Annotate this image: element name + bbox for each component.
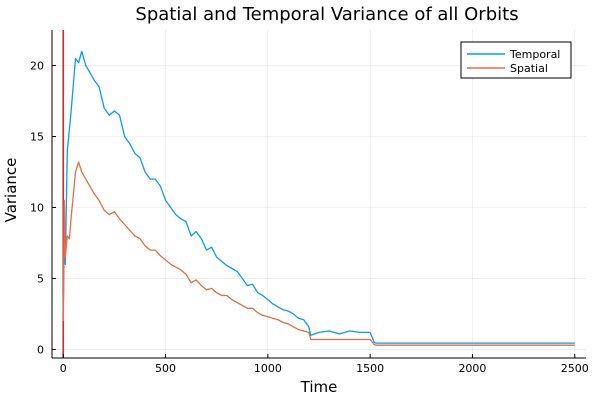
tick-labels: 0 500 1000 1500 2000 2500 0 5 10 15 20 [30,59,589,375]
x-axis-label: Time [300,378,338,396]
grid [52,30,586,358]
x-tick-label: 1000 [254,362,282,375]
x-tick-label: 500 [155,362,176,375]
x-tick-label: 2000 [458,362,486,375]
legend: Temporal Spatial [460,41,572,79]
axes [51,30,586,359]
x-tick-label: 2500 [561,362,589,375]
y-axis-label: Variance [2,158,20,223]
y-tick-label: 15 [30,130,44,143]
x-tick-label: 0 [60,362,67,375]
chart-title: Spatial and Temporal Variance of all Orb… [135,4,518,25]
legend-label-spatial: Spatial [510,62,548,75]
y-tick-label: 5 [37,272,44,285]
series-line-temporal [62,50,575,344]
y-tick-label: 0 [37,343,44,356]
legend-label-temporal: Temporal [509,48,560,61]
y-tick-label: 10 [30,201,44,214]
series-line-spatial [62,161,575,346]
series-layer [62,50,575,346]
x-tick-label: 1500 [356,362,384,375]
y-tick-label: 20 [30,59,44,72]
legend-box [460,41,572,79]
